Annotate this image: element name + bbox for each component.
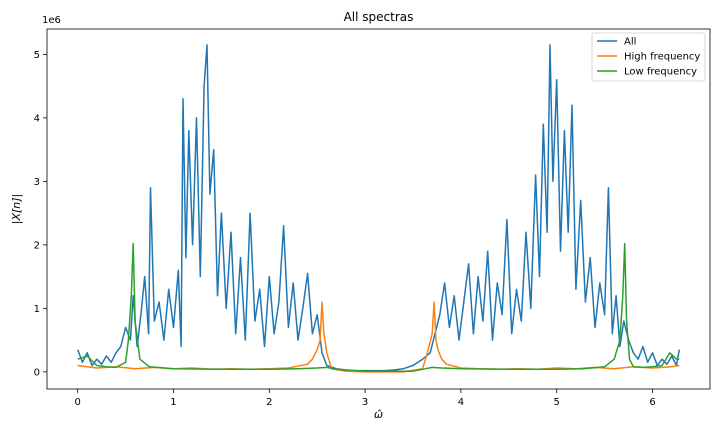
series-lines xyxy=(76,44,681,373)
y-tick-label: 0 xyxy=(34,367,40,378)
legend-box xyxy=(591,32,706,82)
x-axis-label: ω̂ xyxy=(374,408,383,421)
y-axis-scale-label: 1e6 xyxy=(42,15,61,26)
legend-label: High frequency xyxy=(624,52,700,63)
x-tick-label: 4 xyxy=(458,397,464,408)
x-tick-label: 2 xyxy=(266,397,272,408)
x-tick-label: 5 xyxy=(554,397,560,408)
y-tick-label: 2 xyxy=(34,240,40,251)
series-line-all xyxy=(76,44,681,372)
chart-title: All spectras xyxy=(344,10,414,24)
legend-label: Low frequency xyxy=(624,67,697,78)
plot-frame xyxy=(46,28,711,390)
legend-label: All xyxy=(624,37,636,48)
y-tick-label: 3 xyxy=(34,177,40,188)
series-line-high-frequency xyxy=(77,301,680,373)
y-axis-label: |X[n]| xyxy=(10,194,23,225)
series-line-low-frequency xyxy=(77,242,680,372)
x-tick-label: 1 xyxy=(170,397,176,408)
x-tick-label: 0 xyxy=(74,397,80,408)
axis-ticks: 0 1 2 3 4 5 6 0 1 2 3 4 5 xyxy=(34,50,656,408)
y-tick-label: 4 xyxy=(34,113,40,124)
y-tick-label: 5 xyxy=(34,50,40,61)
x-tick-label: 6 xyxy=(649,397,655,408)
legend: All High frequency Low frequency xyxy=(591,32,706,82)
y-tick-label: 1 xyxy=(34,304,40,315)
x-tick-label: 3 xyxy=(362,397,368,408)
